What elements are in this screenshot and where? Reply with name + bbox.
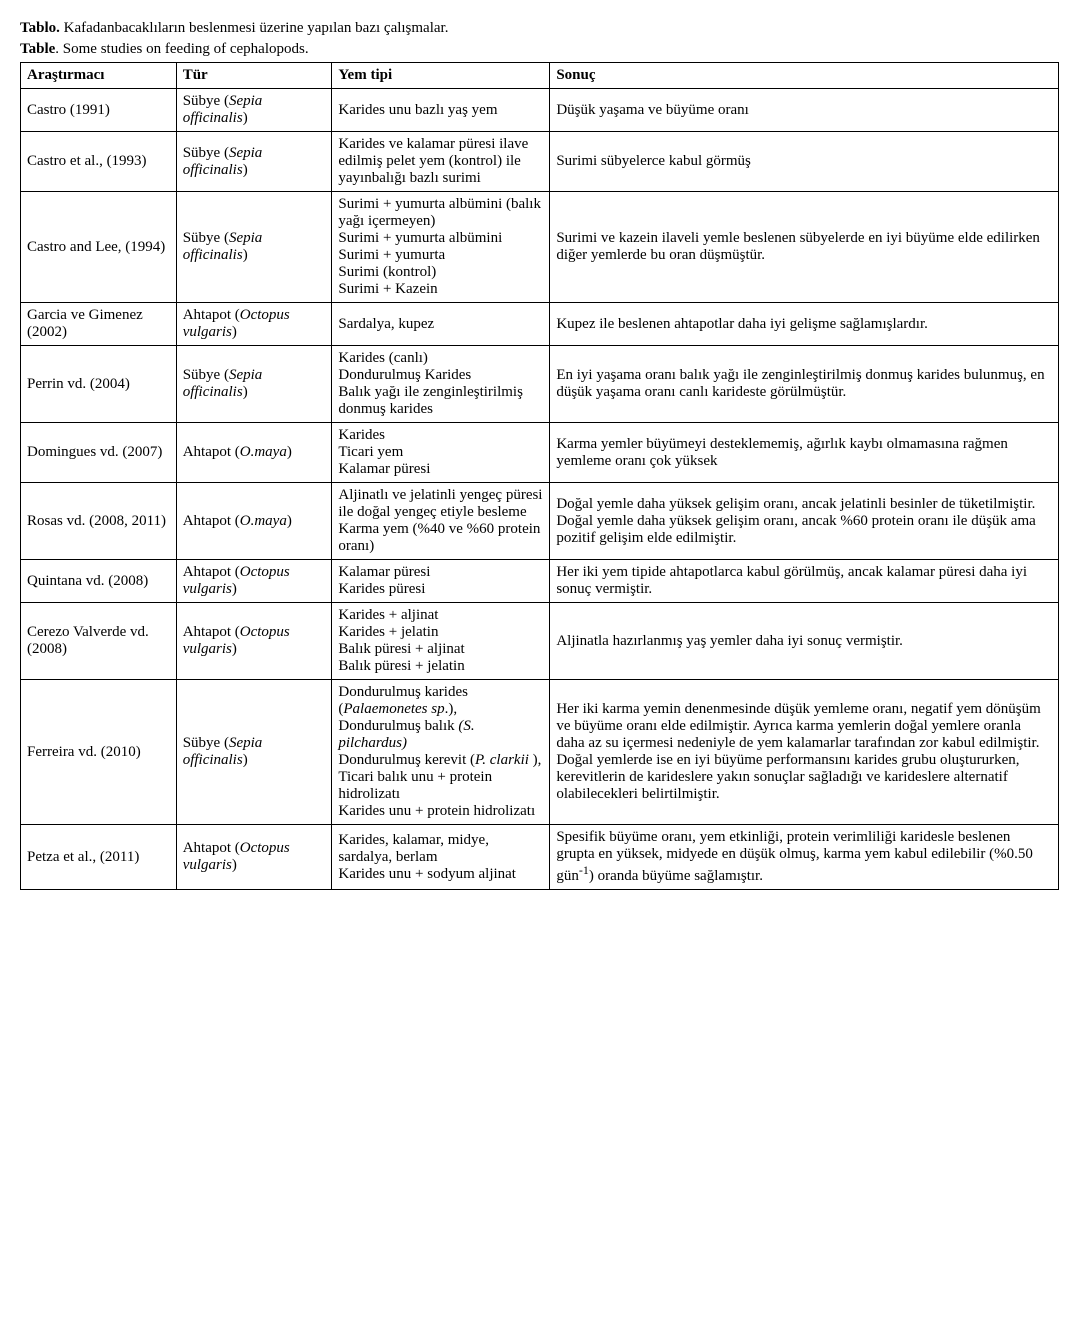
cell-species: Ahtapot (O.maya) (176, 483, 332, 560)
table-header-row: Araştırmacı Tür Yem tipi Sonuç (21, 63, 1059, 89)
table-row: Petza et al., (2011)Ahtapot (Octopus vul… (21, 825, 1059, 890)
cell-result: En iyi yaşama oranı balık yağı ile zengi… (550, 346, 1059, 423)
cell-researcher: Ferreira vd. (2010) (21, 680, 177, 825)
table-row: Castro (1991)Sübye (Sepia officinalis)Ka… (21, 89, 1059, 132)
cell-species: Sübye (Sepia officinalis) (176, 132, 332, 192)
cell-result: Her iki karma yemin denenmesinde düşük y… (550, 680, 1059, 825)
cell-species: Sübye (Sepia officinalis) (176, 192, 332, 303)
caption-en-text: . Some studies on feeding of cephalopods… (55, 41, 308, 57)
table-row: Garcia ve Gimenez (2002)Ahtapot (Octopus… (21, 303, 1059, 346)
cell-feed: Karides unu bazlı yaş yem (332, 89, 550, 132)
cell-result: Spesifik büyüme oranı, yem etkinliği, pr… (550, 825, 1059, 890)
cell-feed: Karides, kalamar, midye, sardalya, berla… (332, 825, 550, 890)
cell-feed: Karides (canlı)Dondurulmuş KaridesBalık … (332, 346, 550, 423)
cell-researcher: Garcia ve Gimenez (2002) (21, 303, 177, 346)
cell-species: Ahtapot (Octopus vulgaris) (176, 560, 332, 603)
studies-table: Araştırmacı Tür Yem tipi Sonuç Castro (1… (20, 62, 1059, 890)
header-result: Sonuç (550, 63, 1059, 89)
cell-species: Ahtapot (Octopus vulgaris) (176, 303, 332, 346)
cell-researcher: Petza et al., (2011) (21, 825, 177, 890)
table-row: Castro and Lee, (1994)Sübye (Sepia offic… (21, 192, 1059, 303)
table-row: Perrin vd. (2004)Sübye (Sepia officinali… (21, 346, 1059, 423)
cell-feed: Aljinatlı ve jelatinli yengeç püresi ile… (332, 483, 550, 560)
caption-turkish: Tablo. Kafadanbacaklıların beslenmesi üz… (20, 20, 1059, 37)
table-row: Domingues vd. (2007)Ahtapot (O.maya)Kari… (21, 423, 1059, 483)
table-row: Quintana vd. (2008)Ahtapot (Octopus vulg… (21, 560, 1059, 603)
caption-english: Table. Some studies on feeding of cephal… (20, 41, 1059, 58)
header-feed: Yem tipi (332, 63, 550, 89)
caption-en-label: Table (20, 41, 55, 57)
cell-researcher: Perrin vd. (2004) (21, 346, 177, 423)
header-researcher: Araştırmacı (21, 63, 177, 89)
cell-feed: Sardalya, kupez (332, 303, 550, 346)
cell-species: Ahtapot (Octopus vulgaris) (176, 603, 332, 680)
cell-result: Kupez ile beslenen ahtapotlar daha iyi g… (550, 303, 1059, 346)
cell-result: Surimi ve kazein ilaveli yemle beslenen … (550, 192, 1059, 303)
caption-tr-text: Kafadanbacaklıların beslenmesi üzerine y… (60, 20, 449, 36)
cell-feed: Kalamar püresiKarides püresi (332, 560, 550, 603)
table-row: Ferreira vd. (2010)Sübye (Sepia officina… (21, 680, 1059, 825)
cell-feed: Karides + aljinatKarides + jelatinBalık … (332, 603, 550, 680)
cell-species: Ahtapot (O.maya) (176, 423, 332, 483)
cell-species: Sübye (Sepia officinalis) (176, 680, 332, 825)
cell-researcher: Domingues vd. (2007) (21, 423, 177, 483)
cell-result: Aljinatla hazırlanmış yaş yemler daha iy… (550, 603, 1059, 680)
cell-result: Düşük yaşama ve büyüme oranı (550, 89, 1059, 132)
header-species: Tür (176, 63, 332, 89)
cell-researcher: Castro (1991) (21, 89, 177, 132)
cell-feed: Dondurulmuş karides (Palaemonetes sp.),D… (332, 680, 550, 825)
caption-tr-label: Tablo. (20, 20, 60, 36)
cell-researcher: Castro and Lee, (1994) (21, 192, 177, 303)
cell-species: Sübye (Sepia officinalis) (176, 89, 332, 132)
cell-result: Karma yemler büyümeyi desteklememiş, ağı… (550, 423, 1059, 483)
cell-feed: KaridesTicari yemKalamar püresi (332, 423, 550, 483)
cell-feed: Surimi + yumurta albümini (balık yağı iç… (332, 192, 550, 303)
cell-species: Sübye (Sepia officinalis) (176, 346, 332, 423)
cell-researcher: Cerezo Valverde vd. (2008) (21, 603, 177, 680)
table-row: Rosas vd. (2008, 2011)Ahtapot (O.maya)Al… (21, 483, 1059, 560)
table-row: Castro et al., (1993)Sübye (Sepia offici… (21, 132, 1059, 192)
cell-feed: Karides ve kalamar püresi ilave edilmiş … (332, 132, 550, 192)
cell-result: Surimi sübyelerce kabul görmüş (550, 132, 1059, 192)
cell-result: Her iki yem tipide ahtapotlarca kabul gö… (550, 560, 1059, 603)
table-row: Cerezo Valverde vd. (2008)Ahtapot (Octop… (21, 603, 1059, 680)
cell-researcher: Rosas vd. (2008, 2011) (21, 483, 177, 560)
cell-result: Doğal yemle daha yüksek gelişim oranı, a… (550, 483, 1059, 560)
cell-researcher: Castro et al., (1993) (21, 132, 177, 192)
cell-researcher: Quintana vd. (2008) (21, 560, 177, 603)
cell-species: Ahtapot (Octopus vulgaris) (176, 825, 332, 890)
